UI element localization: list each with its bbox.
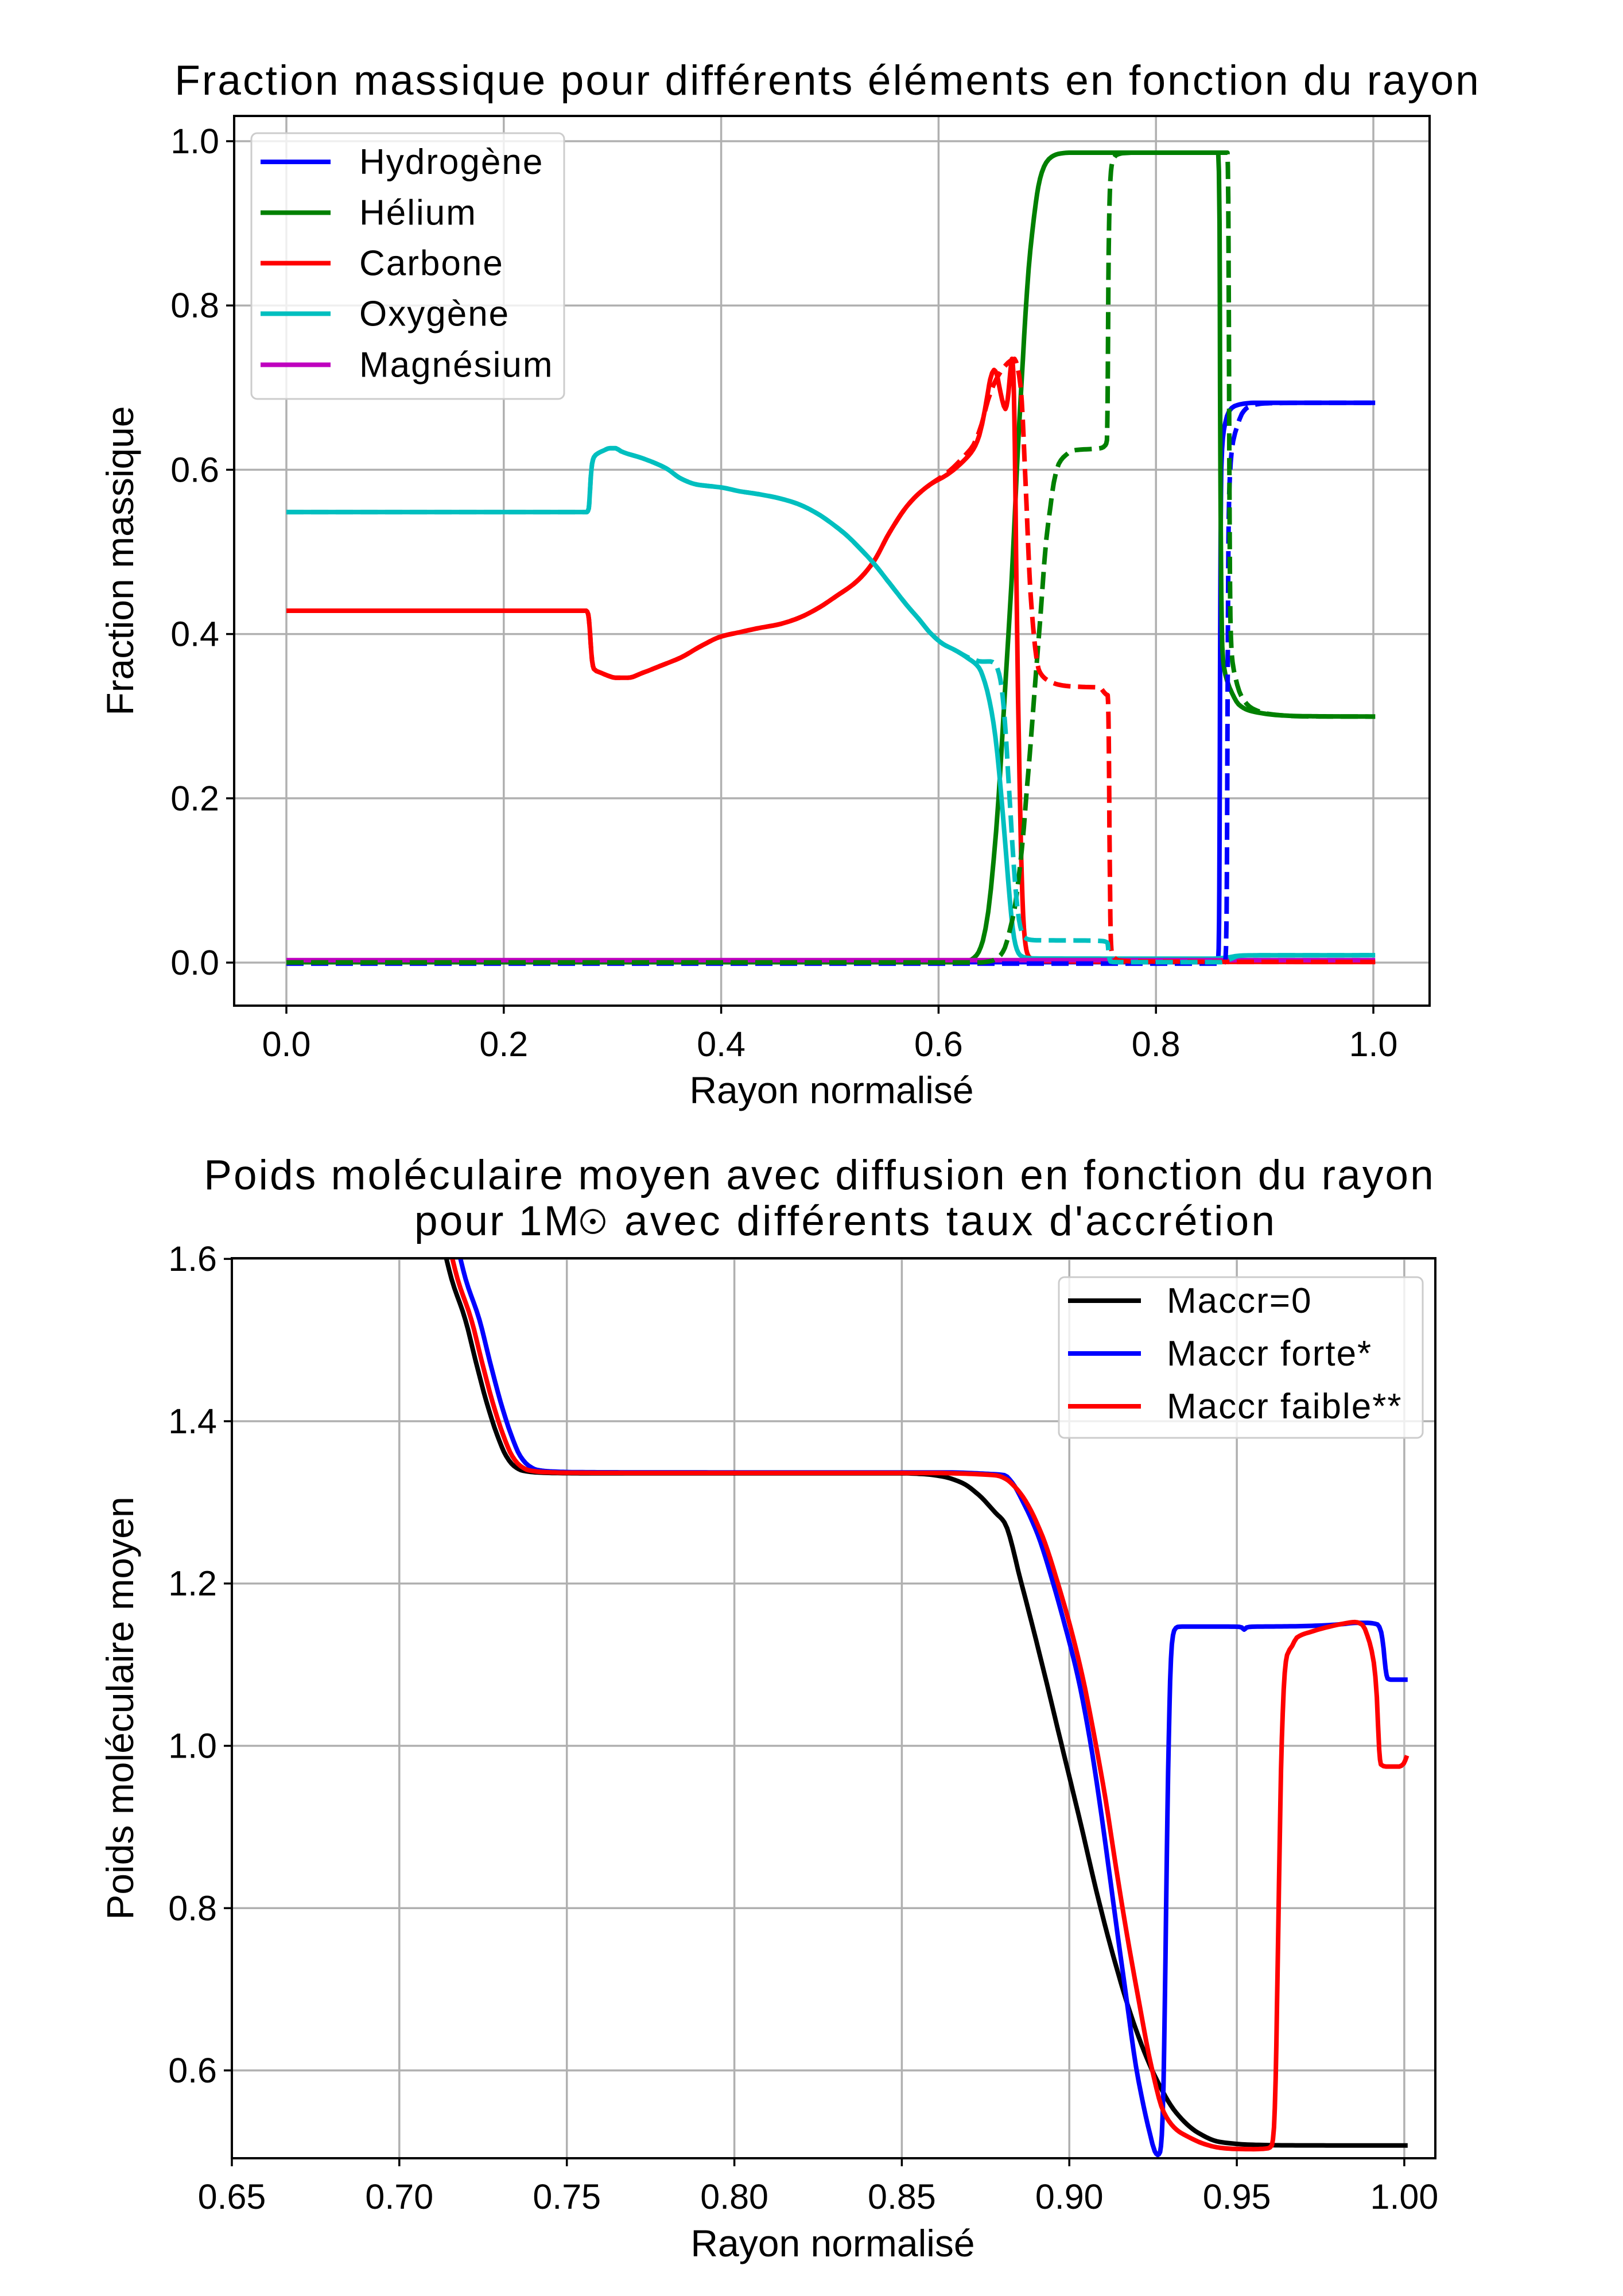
- svg-text:0.2: 0.2: [479, 1025, 528, 1064]
- svg-text:0.4: 0.4: [697, 1025, 746, 1064]
- svg-text:0.75: 0.75: [533, 2177, 601, 2216]
- svg-text:Fraction massique: Fraction massique: [99, 406, 141, 715]
- svg-text:1.0: 1.0: [168, 1727, 217, 1766]
- svg-text:Rayon normalisé: Rayon normalisé: [689, 1069, 973, 1111]
- svg-text:0.6: 0.6: [914, 1025, 963, 1064]
- svg-text:1.00: 1.00: [1370, 2177, 1439, 2216]
- svg-text:1.6: 1.6: [168, 1239, 217, 1278]
- svg-text:0.8: 0.8: [168, 1888, 217, 1927]
- svg-text:0.80: 0.80: [700, 2177, 768, 2216]
- svg-text:Rayon normalisé: Rayon normalisé: [690, 2222, 974, 2264]
- svg-text:0.6: 0.6: [170, 450, 219, 489]
- svg-text:Fraction massique pour différe: Fraction massique pour différents élémen…: [174, 57, 1481, 104]
- svg-text:0.70: 0.70: [365, 2177, 433, 2216]
- svg-text:0.2: 0.2: [170, 779, 219, 818]
- svg-text:0.6: 0.6: [168, 2051, 217, 2090]
- svg-text:Poids moléculaire moyen avec d: Poids moléculaire moyen avec diffusion e…: [204, 1152, 1435, 1199]
- svg-text:0.90: 0.90: [1035, 2177, 1104, 2216]
- svg-text:Carbone: Carbone: [359, 244, 504, 284]
- svg-text:pour 1M: pour 1M: [414, 1198, 581, 1244]
- svg-text:Hydrogène: Hydrogène: [359, 142, 543, 182]
- svg-text:1.2: 1.2: [168, 1564, 217, 1603]
- svg-text:1.0: 1.0: [170, 122, 219, 161]
- svg-text:Maccr faible**: Maccr faible**: [1167, 1387, 1402, 1426]
- svg-text:0.85: 0.85: [868, 2177, 936, 2216]
- svg-text:1.4: 1.4: [168, 1402, 217, 1441]
- svg-text:0.8: 0.8: [170, 286, 219, 325]
- svg-text:0.0: 0.0: [170, 943, 219, 982]
- svg-text:0.4: 0.4: [170, 615, 219, 654]
- svg-text:Poids moléculaire moyen: Poids moléculaire moyen: [99, 1496, 141, 1919]
- svg-text:Hélium: Hélium: [359, 193, 477, 233]
- svg-text:0.95: 0.95: [1203, 2177, 1271, 2216]
- svg-text:Magnésium: Magnésium: [359, 346, 553, 385]
- svg-text:0.0: 0.0: [262, 1025, 311, 1064]
- svg-text:1.0: 1.0: [1349, 1025, 1398, 1064]
- svg-text:Oxygène: Oxygène: [359, 294, 510, 334]
- svg-text:0.8: 0.8: [1132, 1025, 1181, 1064]
- svg-text:Maccr forte*: Maccr forte*: [1167, 1334, 1372, 1374]
- svg-text:0.65: 0.65: [198, 2177, 266, 2216]
- svg-text:Maccr=0: Maccr=0: [1167, 1281, 1312, 1321]
- svg-text:avec différents taux d'accréti: avec différents taux d'accrétion: [624, 1198, 1277, 1244]
